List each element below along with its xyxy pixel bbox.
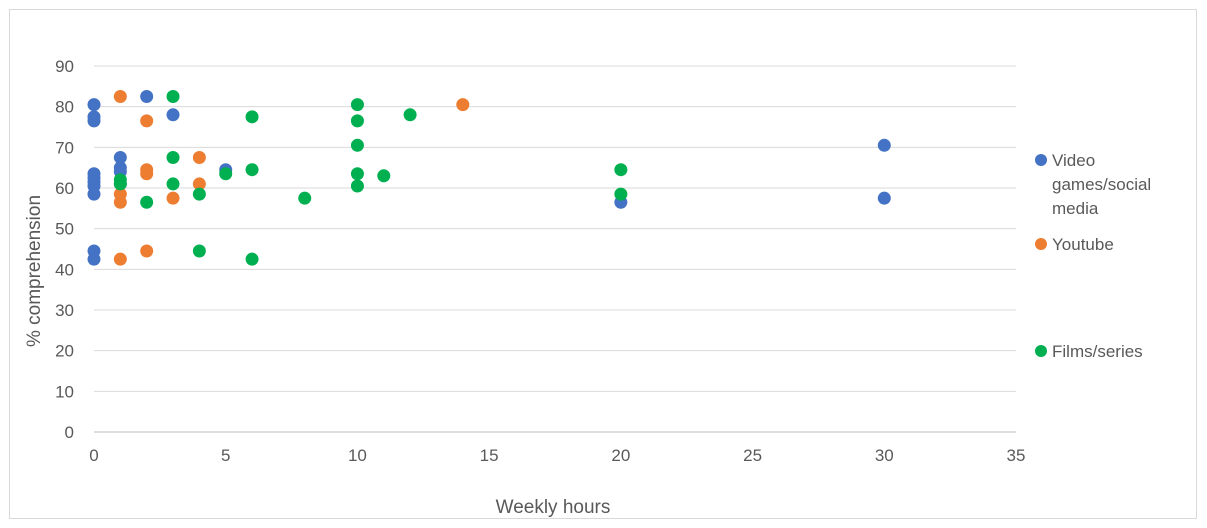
data-point-series-3 [403,108,417,122]
data-point-series-2 [113,90,127,103]
data-point-series-1 [87,114,101,128]
x-tick-label: 5 [221,446,230,465]
x-tick-label: 15 [480,446,499,465]
y-tick-label: 60 [55,179,74,198]
y-tick-label: 70 [55,138,74,157]
data-point-series-3 [350,98,364,112]
x-tick-labels: 0 5 10 15 20 25 30 35 [89,446,1025,465]
legend-marker [1035,154,1047,166]
legend-label: media [1052,199,1099,218]
data-point-series-2 [456,98,470,112]
data-point-series-3 [113,177,127,191]
legend: Video games/social media Youtube Films/serie… [1035,151,1151,361]
x-axis-title: Weekly hours [496,497,611,518]
data-point-series-3 [166,151,180,164]
data-point-series-3 [614,163,628,177]
data-point-series-1 [140,90,154,103]
data-point-series-3 [350,179,364,193]
y-tick-label: 90 [55,57,74,76]
data-point-series-3 [298,191,312,205]
x-tick-label: 10 [348,446,367,465]
data-point-series-2 [192,177,206,191]
data-point-series-3 [166,90,180,103]
data-point-series-3 [614,187,628,201]
data-point-series-2 [113,252,127,266]
x-tick-label: 25 [743,446,762,465]
data-point-series-3 [245,163,259,177]
data-point-series-3 [350,114,364,128]
y-tick-labels: 0 10 20 30 40 50 60 70 80 90 [55,57,74,442]
data-point-series-3 [350,167,364,181]
data-point-series-3 [377,169,391,183]
data-point-series-3 [245,110,259,124]
y-tick-label: 40 [55,260,74,279]
data-point-series-3 [140,195,154,209]
x-tick-label: 30 [875,446,894,465]
legend-label: Video [1052,151,1095,170]
x-tick-label: 35 [1007,446,1026,465]
data-point-series-3 [350,138,364,152]
y-tick-label: 20 [55,342,74,361]
x-tick-label: 0 [89,446,98,465]
y-tick-label: 50 [55,220,74,239]
data-point-series-3 [166,177,180,191]
legend-marker [1035,345,1047,357]
data-point-series-3 [219,167,233,181]
data-point-series-1 [113,151,127,164]
y-tick-label: 30 [55,301,74,320]
data-point-series-2 [166,191,180,205]
data-points [87,90,891,266]
chart-area [9,9,1197,519]
data-point-series-2 [113,195,127,209]
data-point-series-1 [877,138,891,152]
y-tick-label: 80 [55,98,74,117]
x-tick-label: 20 [611,446,630,465]
data-point-series-1 [87,252,101,266]
y-tick-label: 0 [65,423,74,442]
data-point-series-2 [192,151,206,164]
y-axis-title: % comprehension [24,195,45,347]
legend-label: games/social [1052,175,1151,194]
data-point-series-2 [140,167,154,181]
data-point-series-2 [140,114,154,128]
y-tick-label: 10 [55,382,74,401]
data-point-series-1 [87,98,101,112]
legend-marker [1035,238,1047,250]
data-point-series-1 [87,187,101,201]
gridlines [94,65,1016,392]
data-point-series-1 [166,108,180,122]
data-point-series-2 [140,244,154,258]
data-point-series-3 [245,252,259,266]
legend-label: Films/series [1052,342,1143,361]
data-point-series-3 [192,244,206,258]
data-point-series-3 [192,187,206,201]
data-point-series-1 [877,191,891,205]
legend-label: Youtube [1052,235,1114,254]
